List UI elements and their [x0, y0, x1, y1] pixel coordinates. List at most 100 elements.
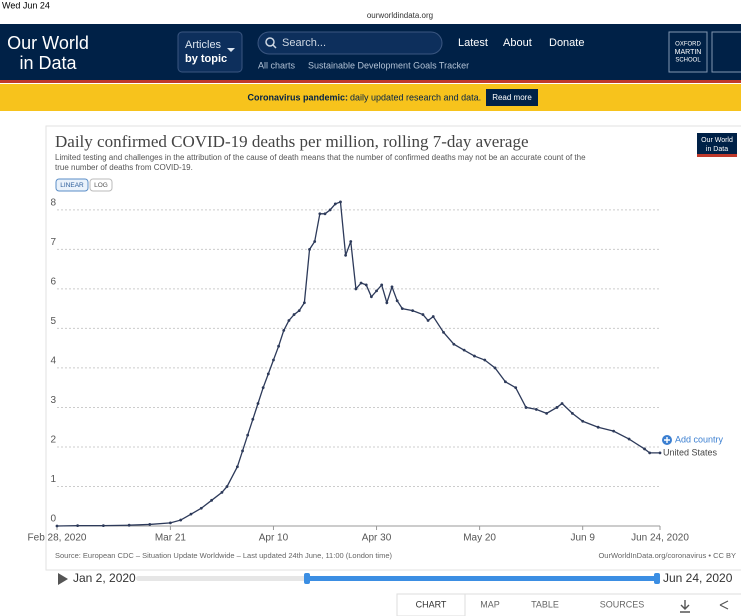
point [241, 449, 244, 453]
point [318, 212, 322, 216]
point [148, 523, 152, 526]
nav-link[interactable]: Latest [458, 37, 488, 49]
partner-text: MARTIN [675, 49, 702, 56]
articles-button[interactable] [177, 31, 243, 73]
search-placeholder: Search... [282, 37, 326, 49]
point [225, 485, 229, 488]
point [256, 402, 260, 405]
x-tick-label: Mar 21 [155, 533, 187, 544]
credit: OurWorldInData.org/coronavirus • CC BY [598, 551, 736, 560]
point [323, 212, 327, 216]
point [473, 354, 476, 358]
linear-button[interactable] [55, 178, 89, 192]
search-box[interactable] [257, 31, 443, 55]
sub-link[interactable]: Sustainable Development Goals Tracker [308, 60, 469, 70]
point [570, 411, 574, 415]
read-more-button[interactable] [486, 89, 538, 106]
point [292, 313, 296, 316]
add-icon [664, 437, 670, 443]
point [251, 417, 255, 421]
timeline-start: Jan 2, 2020 [73, 571, 136, 585]
read-more-label: Read more [492, 93, 532, 102]
caret [227, 48, 235, 52]
logo[interactable]: in Data [19, 53, 77, 73]
add-country[interactable]: Add country [675, 434, 724, 444]
point [400, 307, 404, 311]
x-tick-label: May 20 [463, 533, 496, 544]
download-icon[interactable] [680, 600, 690, 613]
point [385, 301, 389, 305]
y-tick-label: 5 [50, 316, 56, 327]
nav-link[interactable]: About [503, 37, 532, 49]
point [308, 247, 311, 251]
point [560, 402, 564, 405]
point [261, 386, 265, 390]
point [658, 451, 662, 455]
point [395, 299, 399, 303]
linear-label: LINEAR [60, 182, 84, 189]
banner-bold: Coronavirus pandemic: [247, 92, 348, 102]
partner-text: SCHOOL [675, 58, 701, 64]
sub-link[interactable]: All charts [258, 60, 296, 70]
share-icon[interactable] [719, 600, 729, 610]
point [189, 512, 193, 516]
log-button[interactable] [89, 178, 113, 192]
point [272, 358, 275, 362]
x-tick-label: Apr 10 [259, 533, 289, 544]
nav-link[interactable]: Donate [549, 37, 584, 49]
tab-active[interactable] [396, 593, 466, 616]
log-label: LOG [94, 182, 108, 189]
banner [0, 84, 741, 111]
banner-text: daily updated research and data. [350, 92, 481, 102]
y-tick-label: 8 [50, 197, 56, 208]
point [545, 411, 549, 415]
point [524, 406, 528, 409]
x-tick-label: Jun 24, 2020 [631, 533, 689, 544]
tab[interactable]: MAP [480, 599, 500, 609]
point [313, 240, 317, 243]
point [359, 281, 363, 285]
card-logo-stripe [697, 154, 737, 157]
point [421, 313, 425, 316]
point [235, 465, 239, 469]
point [344, 253, 348, 257]
point [426, 319, 430, 322]
status-time: Wed Jun 24 [2, 0, 50, 10]
source: Source: European CDC – Situation Update … [55, 551, 393, 560]
point [375, 289, 378, 293]
point [534, 408, 538, 411]
y-tick-label: 4 [50, 356, 56, 367]
point [442, 330, 445, 334]
point [277, 344, 281, 348]
y-tick-label: 3 [50, 395, 56, 406]
point [339, 200, 342, 204]
point [266, 372, 270, 376]
university-logo [711, 31, 741, 73]
point [369, 295, 373, 299]
point [287, 319, 291, 322]
series-label: United States [663, 447, 718, 457]
tab[interactable]: CHART [416, 599, 447, 609]
logo[interactable]: Our World [7, 33, 89, 53]
point [643, 447, 646, 451]
point [364, 283, 368, 287]
partner-logo [668, 31, 708, 73]
play-button[interactable] [58, 573, 68, 585]
timeline-end: Jun 24, 2020 [663, 571, 733, 585]
point [483, 358, 487, 362]
timeline-handle[interactable] [304, 573, 310, 584]
point [596, 425, 600, 429]
point [101, 524, 105, 528]
timeline-range [307, 576, 657, 581]
point [55, 524, 59, 528]
tab[interactable]: TABLE [531, 599, 559, 609]
point [627, 437, 631, 441]
timeline-handle[interactable] [654, 573, 660, 584]
tab[interactable]: SOURCES [600, 599, 645, 609]
card-logo-text: Our World [701, 137, 733, 144]
point [220, 491, 224, 494]
series-line [56, 201, 660, 527]
point [612, 429, 616, 433]
point [514, 386, 518, 390]
